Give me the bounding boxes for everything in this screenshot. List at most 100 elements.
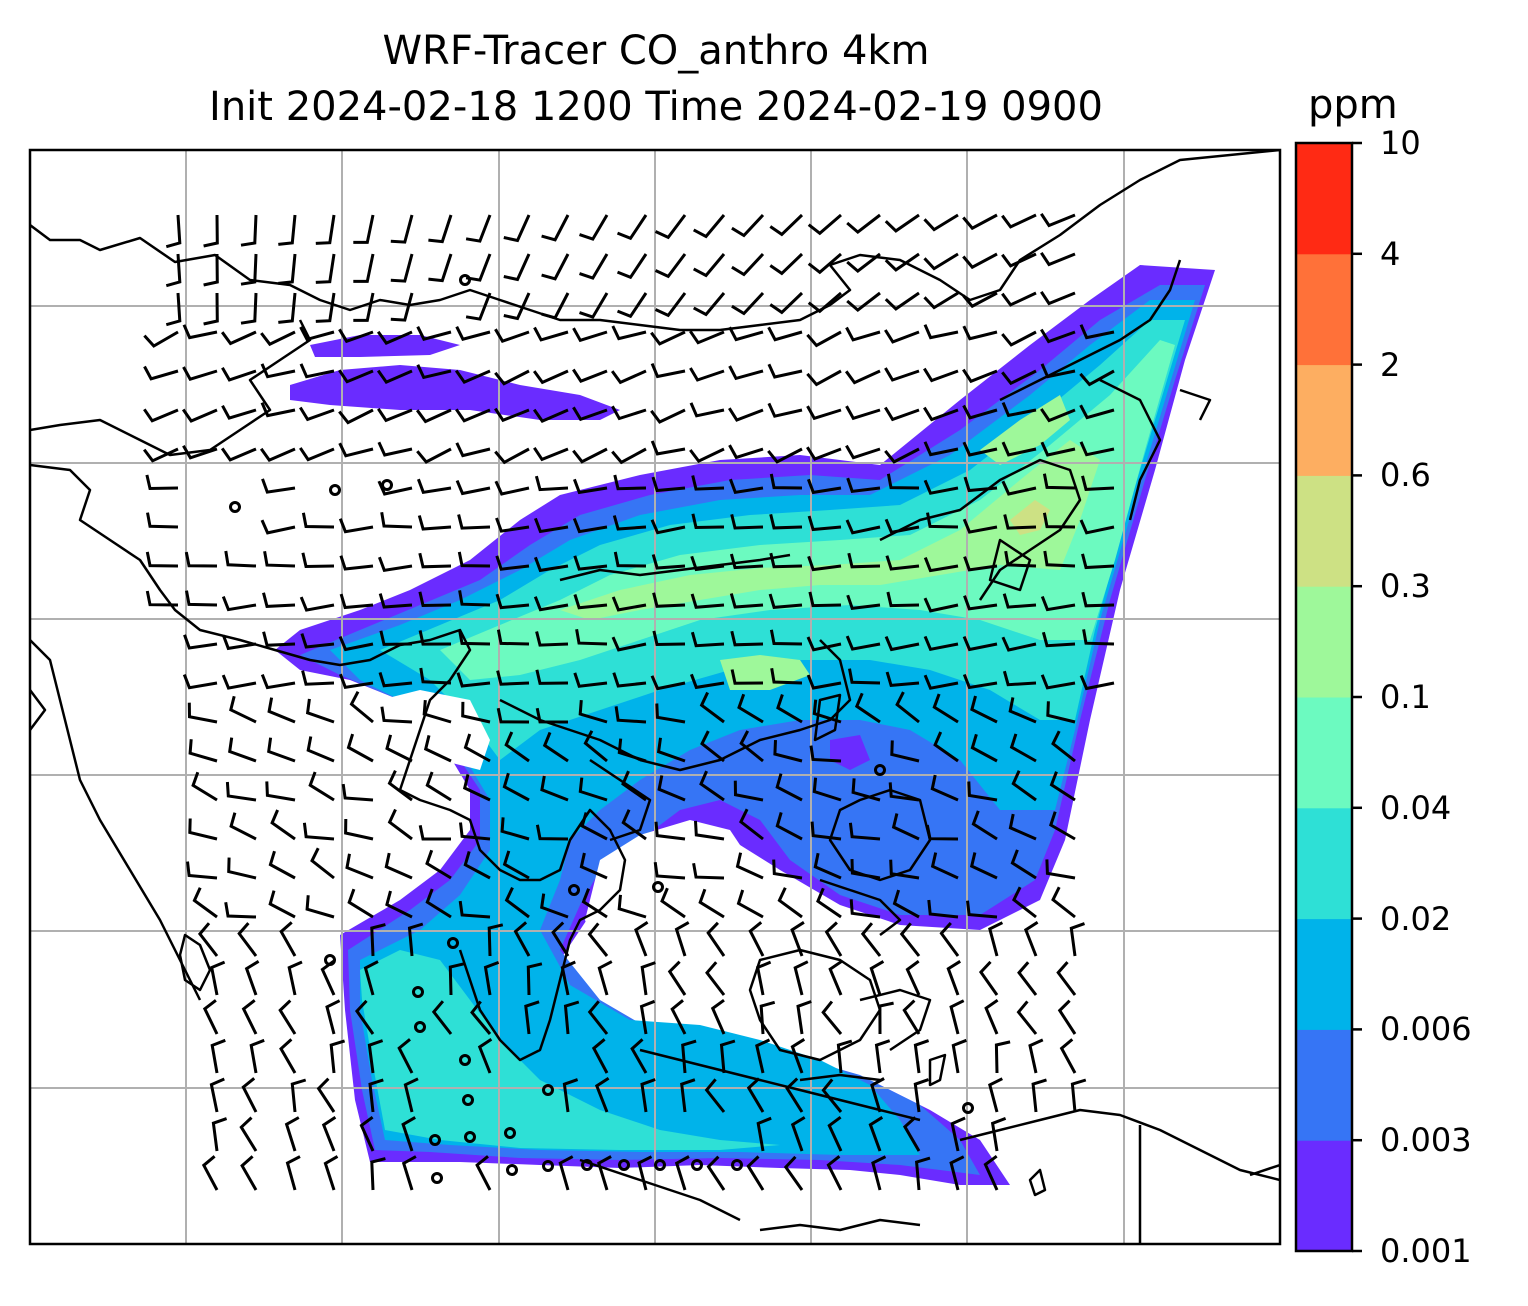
- wind-barb: [923, 479, 959, 495]
- wind-barb: [580, 812, 608, 841]
- wind-barb: [728, 365, 764, 381]
- wind-barb: [821, 1000, 843, 1035]
- wind-barb: [572, 517, 608, 534]
- wind-barb: [192, 887, 218, 919]
- wind-barb: [962, 673, 998, 690]
- wind-barb: [241, 999, 258, 1035]
- calm-wind-circle: [329, 484, 341, 496]
- wind-barb: [611, 636, 647, 652]
- wind-barb: [495, 593, 530, 610]
- wind-barb: [244, 960, 260, 996]
- wind-barb: [871, 1155, 887, 1191]
- wind-barb: [1081, 475, 1115, 491]
- wind-barb: [884, 406, 920, 422]
- wind-barb: [376, 369, 413, 384]
- wind-barb: [1048, 811, 1076, 841]
- wind-barb: [579, 852, 608, 880]
- wind-barb: [769, 513, 803, 530]
- wind-barb: [610, 369, 647, 385]
- wind-barb: [1082, 629, 1115, 646]
- wind-barb: [962, 325, 998, 341]
- wind-barb: [261, 478, 296, 494]
- calm-wind-circle: [414, 1021, 426, 1033]
- field-level-0-north2: [310, 335, 460, 357]
- wind-barb: [1010, 849, 1037, 880]
- wind-barb: [1017, 961, 1038, 996]
- wind-barb: [181, 408, 218, 423]
- wind-barb: [946, 960, 961, 996]
- wind-barb: [927, 899, 959, 919]
- wind-barb: [923, 441, 959, 457]
- wind-barb: [562, 1078, 579, 1113]
- wind-barb: [494, 447, 530, 465]
- wind-barb: [806, 636, 842, 652]
- wind-barb: [705, 961, 726, 996]
- wind-barb: [221, 404, 257, 420]
- wind-barb: [759, 1000, 776, 1035]
- wind-barb: [458, 900, 491, 919]
- wind-barb: [689, 330, 725, 345]
- wind-barb: [202, 999, 219, 1035]
- wind-barb: [651, 476, 686, 493]
- wind-barb: [359, 1115, 375, 1152]
- wind-barb: [746, 1155, 765, 1191]
- wind-barb: [463, 850, 491, 880]
- wind-barb: [700, 730, 725, 763]
- wind-barb: [299, 406, 335, 422]
- wind-barb: [535, 631, 569, 647]
- wind-barb: [220, 330, 257, 346]
- calm-wind-circle: [618, 1159, 630, 1171]
- wind-barb: [892, 889, 920, 919]
- wind-barb: [143, 408, 179, 423]
- colorbar-segment: [1296, 475, 1352, 587]
- wind-barb: [240, 214, 258, 247]
- wind-barb: [377, 480, 413, 496]
- wind-barb: [739, 730, 764, 763]
- wind-barb: [390, 253, 414, 283]
- wind-barb: [579, 214, 609, 241]
- wind-barb: [616, 292, 648, 319]
- wind-barb: [185, 590, 218, 607]
- wind-barb: [462, 774, 491, 802]
- wind-barb: [573, 555, 608, 571]
- wind-barb: [418, 630, 452, 646]
- wind-barb: [845, 326, 881, 342]
- wind-barb: [640, 961, 656, 996]
- wind-barb: [455, 408, 491, 423]
- wind-barb: [810, 821, 842, 841]
- wind-barb: [458, 629, 491, 646]
- wind-barb: [591, 1038, 609, 1074]
- wind-barb: [1031, 1078, 1047, 1113]
- wind-barb: [923, 324, 959, 340]
- wind-barb: [923, 635, 959, 652]
- wind-barb: [617, 894, 647, 919]
- wind-barb: [299, 363, 335, 379]
- wind-barb: [502, 772, 530, 802]
- wind-barb: [579, 253, 609, 280]
- wind-barb: [513, 921, 531, 957]
- wind-barb: [895, 691, 920, 724]
- wind-barb: [415, 408, 452, 424]
- wind-barb: [612, 515, 647, 531]
- colorbar-tick-label: 0.003: [1380, 1121, 1472, 1160]
- wind-barb: [367, 1039, 384, 1074]
- wind-barb: [886, 591, 920, 608]
- wind-barb: [458, 590, 491, 607]
- wind-barb: [267, 737, 296, 763]
- wind-barb: [316, 1077, 336, 1113]
- wind-barb: [459, 822, 491, 841]
- wind-barb: [790, 1116, 806, 1152]
- wind-barb: [913, 1039, 930, 1074]
- wind-barb: [581, 888, 608, 919]
- wind-barb: [962, 213, 998, 231]
- wind-barb: [650, 675, 686, 691]
- wind-barb: [657, 775, 686, 802]
- wind-barb: [660, 887, 686, 919]
- wind-barb: [423, 735, 452, 763]
- wind-barb: [594, 1077, 610, 1113]
- wind-barb: [465, 253, 492, 282]
- wind-barb: [470, 1000, 492, 1035]
- wind-barb: [731, 213, 765, 238]
- wind-barb: [301, 552, 335, 569]
- wind-barb: [578, 699, 608, 724]
